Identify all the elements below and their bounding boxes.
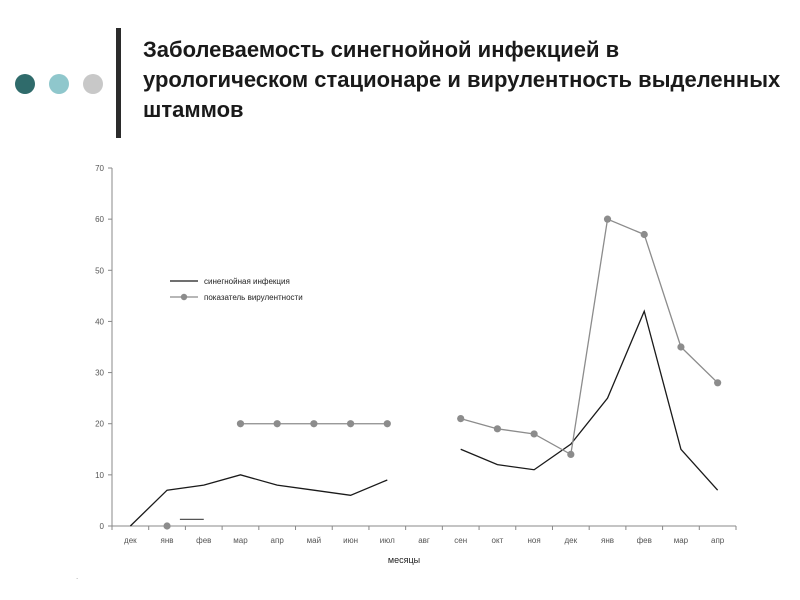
y-tick-label: 10 — [95, 471, 104, 480]
x-tick-label: мар — [674, 536, 689, 545]
series-line — [129, 474, 388, 527]
x-axis-label: месяцы — [388, 555, 420, 565]
data-point — [567, 450, 575, 458]
decorative-dots — [15, 74, 103, 94]
series-1 — [129, 309, 719, 527]
y-tick-label: 30 — [95, 369, 104, 378]
data-point — [457, 415, 465, 423]
x-tick-label: окт — [492, 536, 504, 545]
x-tick-label: дек — [565, 536, 578, 545]
dot-dark — [15, 74, 35, 94]
x-tick-label: янв — [161, 536, 174, 545]
y-tick-label: 20 — [95, 420, 104, 429]
data-point — [273, 420, 281, 428]
chart-series — [129, 215, 722, 530]
y-tick-label: 60 — [95, 215, 104, 224]
x-tick-label: янв — [601, 536, 614, 545]
x-tick-label: апр — [711, 536, 725, 545]
x-tick-label: ноя — [528, 536, 541, 545]
x-tick-label: авг — [418, 536, 430, 545]
series-2 — [163, 215, 722, 530]
data-point — [163, 522, 171, 530]
x-tick-labels: дек янв фев мар апр май июн июл авг сен окт ноя дек я… — [124, 536, 725, 545]
data-point — [603, 215, 612, 223]
data-point — [310, 420, 318, 428]
x-tick-label: май — [307, 536, 321, 545]
footnote: . — [76, 572, 79, 581]
legend-entry-label: показатель вирулентности — [204, 293, 303, 302]
x-tick-label: дек — [124, 536, 137, 545]
data-point — [714, 379, 722, 387]
x-tick-label: сен — [454, 536, 467, 545]
y-tick-labels: 0 10 20 30 40 50 60 70 — [95, 164, 104, 531]
x-tick-label: июл — [380, 536, 395, 545]
dot-grey — [83, 74, 103, 94]
slide-title: Заболеваемость синегнойной инфекцией в у… — [143, 37, 781, 122]
data-point — [530, 430, 538, 438]
x-tick-label: июн — [343, 536, 358, 545]
y-tick-label: 0 — [100, 522, 105, 531]
dot-light — [49, 74, 69, 94]
x-tick-label: мар — [233, 536, 248, 545]
title-accent-bar — [116, 28, 121, 138]
x-tick-label: апр — [271, 536, 285, 545]
chart-legend: синегнойная инфекция показатель вирулентн… — [170, 277, 303, 302]
data-point — [640, 230, 648, 239]
y-tick-label: 70 — [95, 164, 104, 173]
x-tick-label: фев — [637, 536, 652, 545]
legend-swatch-marker — [180, 293, 188, 301]
y-tick-label: 50 — [95, 266, 104, 275]
data-point — [236, 420, 245, 428]
data-point — [383, 420, 391, 428]
legend-entry-label: синегнойная инфекция — [204, 277, 290, 286]
data-point — [346, 420, 355, 428]
x-tick-label: фев — [196, 536, 211, 545]
series-line — [460, 309, 719, 491]
chart-axes — [108, 167, 737, 530]
y-tick-label: 40 — [95, 317, 104, 326]
series-line — [460, 218, 719, 456]
data-point — [493, 425, 502, 433]
data-point — [677, 343, 685, 351]
